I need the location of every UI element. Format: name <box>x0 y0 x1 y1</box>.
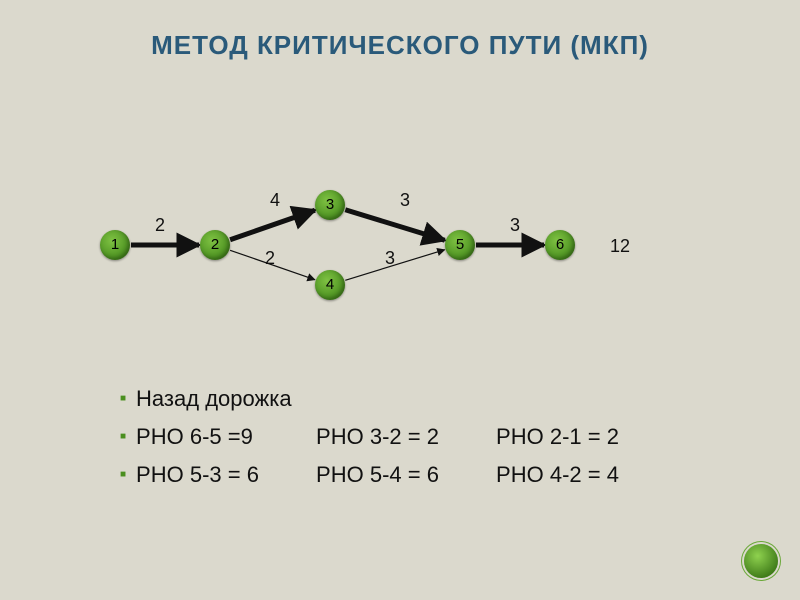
page-title: МЕТОД КРИТИЧЕСКОГО ПУТИ (МКП) <box>0 0 800 61</box>
edge-label-1-2: 2 <box>155 215 165 236</box>
bullet-marker: ■ <box>120 380 126 418</box>
node-3: 3 <box>315 190 345 220</box>
edge-3-5 <box>345 210 444 241</box>
edge-label-2-4: 2 <box>265 248 275 269</box>
rno-cell: РНО 5-3 = 6 <box>136 456 316 494</box>
network-diagram: 123456 242333 12 <box>0 170 800 350</box>
edge-label-3-5: 3 <box>400 190 410 211</box>
edge-label-4-5: 3 <box>385 248 395 269</box>
edge-label-5-6: 3 <box>510 215 520 236</box>
total-label: 12 <box>610 236 630 257</box>
rno-cell: РНО 5-4 = 6 <box>316 456 496 494</box>
rno-cell: РНО 3-2 = 2 <box>316 418 496 456</box>
node-2: 2 <box>200 230 230 260</box>
edge-2-3 <box>230 210 315 239</box>
node-1: 1 <box>100 230 130 260</box>
bullet-marker: ■ <box>120 418 126 456</box>
edge-label-2-3: 4 <box>270 190 280 211</box>
node-5: 5 <box>445 230 475 260</box>
bullets-block: ■ Назад дорожка ■ РНО 6-5 =9 РНО 3-2 = 2… <box>120 380 676 494</box>
corner-decoration-icon <box>744 544 778 578</box>
rno-cell: РНО 4-2 = 4 <box>496 456 676 494</box>
rno-cell: РНО 2-1 = 2 <box>496 418 676 456</box>
bullets-heading: Назад дорожка <box>136 380 292 418</box>
rno-cell: РНО 6-5 =9 <box>136 418 316 456</box>
node-4: 4 <box>315 270 345 300</box>
bullet-marker: ■ <box>120 456 126 494</box>
node-6: 6 <box>545 230 575 260</box>
